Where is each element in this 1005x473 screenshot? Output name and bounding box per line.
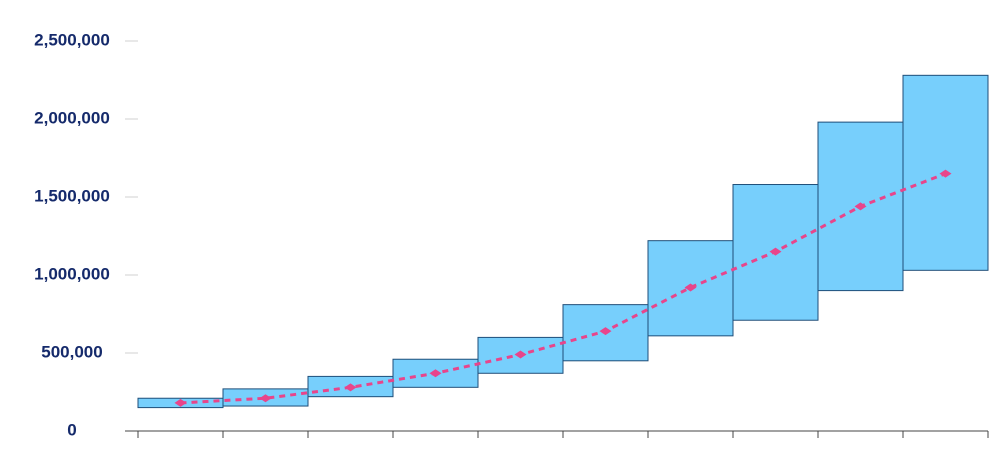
range-bar (817, 121, 904, 292)
line-marker (684, 283, 697, 292)
line-marker (769, 247, 782, 256)
line-marker (599, 327, 612, 336)
y-tick-label: 500,000 (41, 342, 102, 361)
y-tick-label: 1,500,000 (34, 186, 110, 205)
y-tick-label: 0 (67, 420, 76, 439)
y-tick-label: 2,500,000 (34, 30, 110, 49)
trend-line (180, 172, 947, 405)
line-marker (854, 202, 867, 211)
line-marker (259, 394, 272, 403)
line-marker (939, 169, 952, 178)
line-marker (429, 369, 442, 378)
y-tick-label: 2,000,000 (34, 108, 110, 127)
line-marker (174, 398, 187, 407)
line-marker (344, 383, 357, 392)
y-tick-label: 1,000,000 (34, 264, 110, 283)
line-marker (514, 350, 527, 359)
